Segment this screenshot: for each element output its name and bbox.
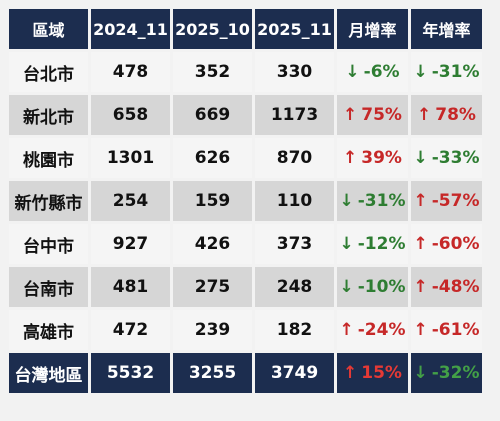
- arrow-up-icon: ↑: [343, 105, 358, 125]
- cell-2025-10: 159: [173, 181, 252, 221]
- rate-value: -31%: [431, 62, 480, 82]
- arrow-up-icon: ↑: [413, 234, 428, 254]
- cell-region: 台北市: [9, 52, 88, 92]
- arrow-down-icon: ↓: [339, 277, 354, 297]
- cell-region: 台中市: [9, 224, 88, 264]
- rate-value: -12%: [357, 234, 406, 254]
- cell-region: 高雄市: [9, 310, 88, 350]
- cell-yoy: ↑ -60%: [411, 224, 482, 264]
- cell-2025-10: 3255: [173, 353, 252, 393]
- table-row: 高雄市 472 239 182 ↑ -24% ↑ -61%: [9, 310, 482, 350]
- total-row: 台灣地區 5532 3255 3749 ↑ 15% ↓ -32%: [9, 353, 482, 393]
- arrow-down-icon: ↓: [413, 363, 428, 383]
- cell-mom: ↓ -10%: [337, 267, 408, 307]
- cell-mom: ↓ -12%: [337, 224, 408, 264]
- cell-mom: ↑ -24%: [337, 310, 408, 350]
- arrow-down-icon: ↓: [413, 62, 428, 82]
- header-yoy: 年增率: [411, 9, 482, 49]
- cell-2025-11: 110: [255, 181, 334, 221]
- cell-2025-10: 275: [173, 267, 252, 307]
- rate-value: -6%: [363, 62, 400, 82]
- cell-2025-10: 352: [173, 52, 252, 92]
- cell-region: 新北市: [9, 95, 88, 135]
- data-table-container: 區域 2024_11 2025_10 2025_11 月增率 年增率 台北市 47…: [6, 6, 485, 396]
- cell-2025-11: 1173: [255, 95, 334, 135]
- cell-2025-11: 373: [255, 224, 334, 264]
- cell-region: 台南市: [9, 267, 88, 307]
- cell-yoy: ↓ -33%: [411, 138, 482, 178]
- cell-yoy: ↑ -61%: [411, 310, 482, 350]
- cell-yoy: ↑ -48%: [411, 267, 482, 307]
- cell-2024-11: 478: [91, 52, 170, 92]
- rate-value: -60%: [431, 234, 480, 254]
- arrow-down-icon: ↓: [413, 148, 428, 168]
- cell-2024-11: 254: [91, 181, 170, 221]
- table-row: 台中市 927 426 373 ↓ -12% ↑ -60%: [9, 224, 482, 264]
- cell-2024-11: 472: [91, 310, 170, 350]
- cell-2024-11: 481: [91, 267, 170, 307]
- header-2025-10: 2025_10: [173, 9, 252, 49]
- cell-2025-11: 182: [255, 310, 334, 350]
- arrow-down-icon: ↓: [339, 191, 354, 211]
- rate-value: -48%: [431, 277, 480, 297]
- header-2024-11: 2024_11: [91, 9, 170, 49]
- cell-mom: ↓ -6%: [337, 52, 408, 92]
- cell-mom: ↑ 15%: [337, 353, 408, 393]
- cell-mom: ↓ -31%: [337, 181, 408, 221]
- cell-2025-11: 330: [255, 52, 334, 92]
- arrow-up-icon: ↑: [339, 320, 354, 340]
- rate-value: 15%: [361, 363, 402, 383]
- arrow-up-icon: ↑: [413, 320, 428, 340]
- cell-yoy: ↑ -57%: [411, 181, 482, 221]
- rate-value: -10%: [357, 277, 406, 297]
- cell-2025-10: 426: [173, 224, 252, 264]
- cell-2025-10: 626: [173, 138, 252, 178]
- cell-2024-11: 658: [91, 95, 170, 135]
- rate-value: 39%: [361, 148, 402, 168]
- region-stats-table: 區域 2024_11 2025_10 2025_11 月增率 年增率 台北市 47…: [6, 6, 485, 396]
- cell-region: 台灣地區: [9, 353, 88, 393]
- header-mom: 月增率: [337, 9, 408, 49]
- arrow-up-icon: ↑: [413, 191, 428, 211]
- header-2025-11: 2025_11: [255, 9, 334, 49]
- arrow-down-icon: ↓: [339, 234, 354, 254]
- table-row: 桃園市 1301 626 870 ↑ 39% ↓ -33%: [9, 138, 482, 178]
- cell-2024-11: 5532: [91, 353, 170, 393]
- cell-2025-11: 870: [255, 138, 334, 178]
- arrow-down-icon: ↓: [345, 62, 360, 82]
- header-row: 區域 2024_11 2025_10 2025_11 月增率 年增率: [9, 9, 482, 49]
- rate-value: -24%: [357, 320, 406, 340]
- cell-2024-11: 927: [91, 224, 170, 264]
- arrow-up-icon: ↑: [343, 363, 358, 383]
- cell-yoy: ↑ 78%: [411, 95, 482, 135]
- rate-value: -31%: [357, 191, 406, 211]
- cell-mom: ↑ 75%: [337, 95, 408, 135]
- table-row: 台南市 481 275 248 ↓ -10% ↑ -48%: [9, 267, 482, 307]
- cell-2025-10: 669: [173, 95, 252, 135]
- cell-yoy: ↓ -32%: [411, 353, 482, 393]
- cell-yoy: ↓ -31%: [411, 52, 482, 92]
- cell-mom: ↑ 39%: [337, 138, 408, 178]
- rate-value: 75%: [361, 105, 402, 125]
- rate-value: 78%: [435, 105, 476, 125]
- rate-value: -32%: [431, 363, 480, 383]
- arrow-up-icon: ↑: [343, 148, 358, 168]
- rate-value: -57%: [431, 191, 480, 211]
- table-row: 新北市 658 669 1173 ↑ 75% ↑ 78%: [9, 95, 482, 135]
- cell-region: 桃園市: [9, 138, 88, 178]
- rate-value: -33%: [431, 148, 480, 168]
- rate-value: -61%: [431, 320, 480, 340]
- arrow-up-icon: ↑: [417, 105, 432, 125]
- cell-region: 新竹縣市: [9, 181, 88, 221]
- cell-2024-11: 1301: [91, 138, 170, 178]
- header-region: 區域: [9, 9, 88, 49]
- arrow-up-icon: ↑: [413, 277, 428, 297]
- table-row: 台北市 478 352 330 ↓ -6% ↓ -31%: [9, 52, 482, 92]
- cell-2025-10: 239: [173, 310, 252, 350]
- cell-2025-11: 248: [255, 267, 334, 307]
- table-row: 新竹縣市 254 159 110 ↓ -31% ↑ -57%: [9, 181, 482, 221]
- cell-2025-11: 3749: [255, 353, 334, 393]
